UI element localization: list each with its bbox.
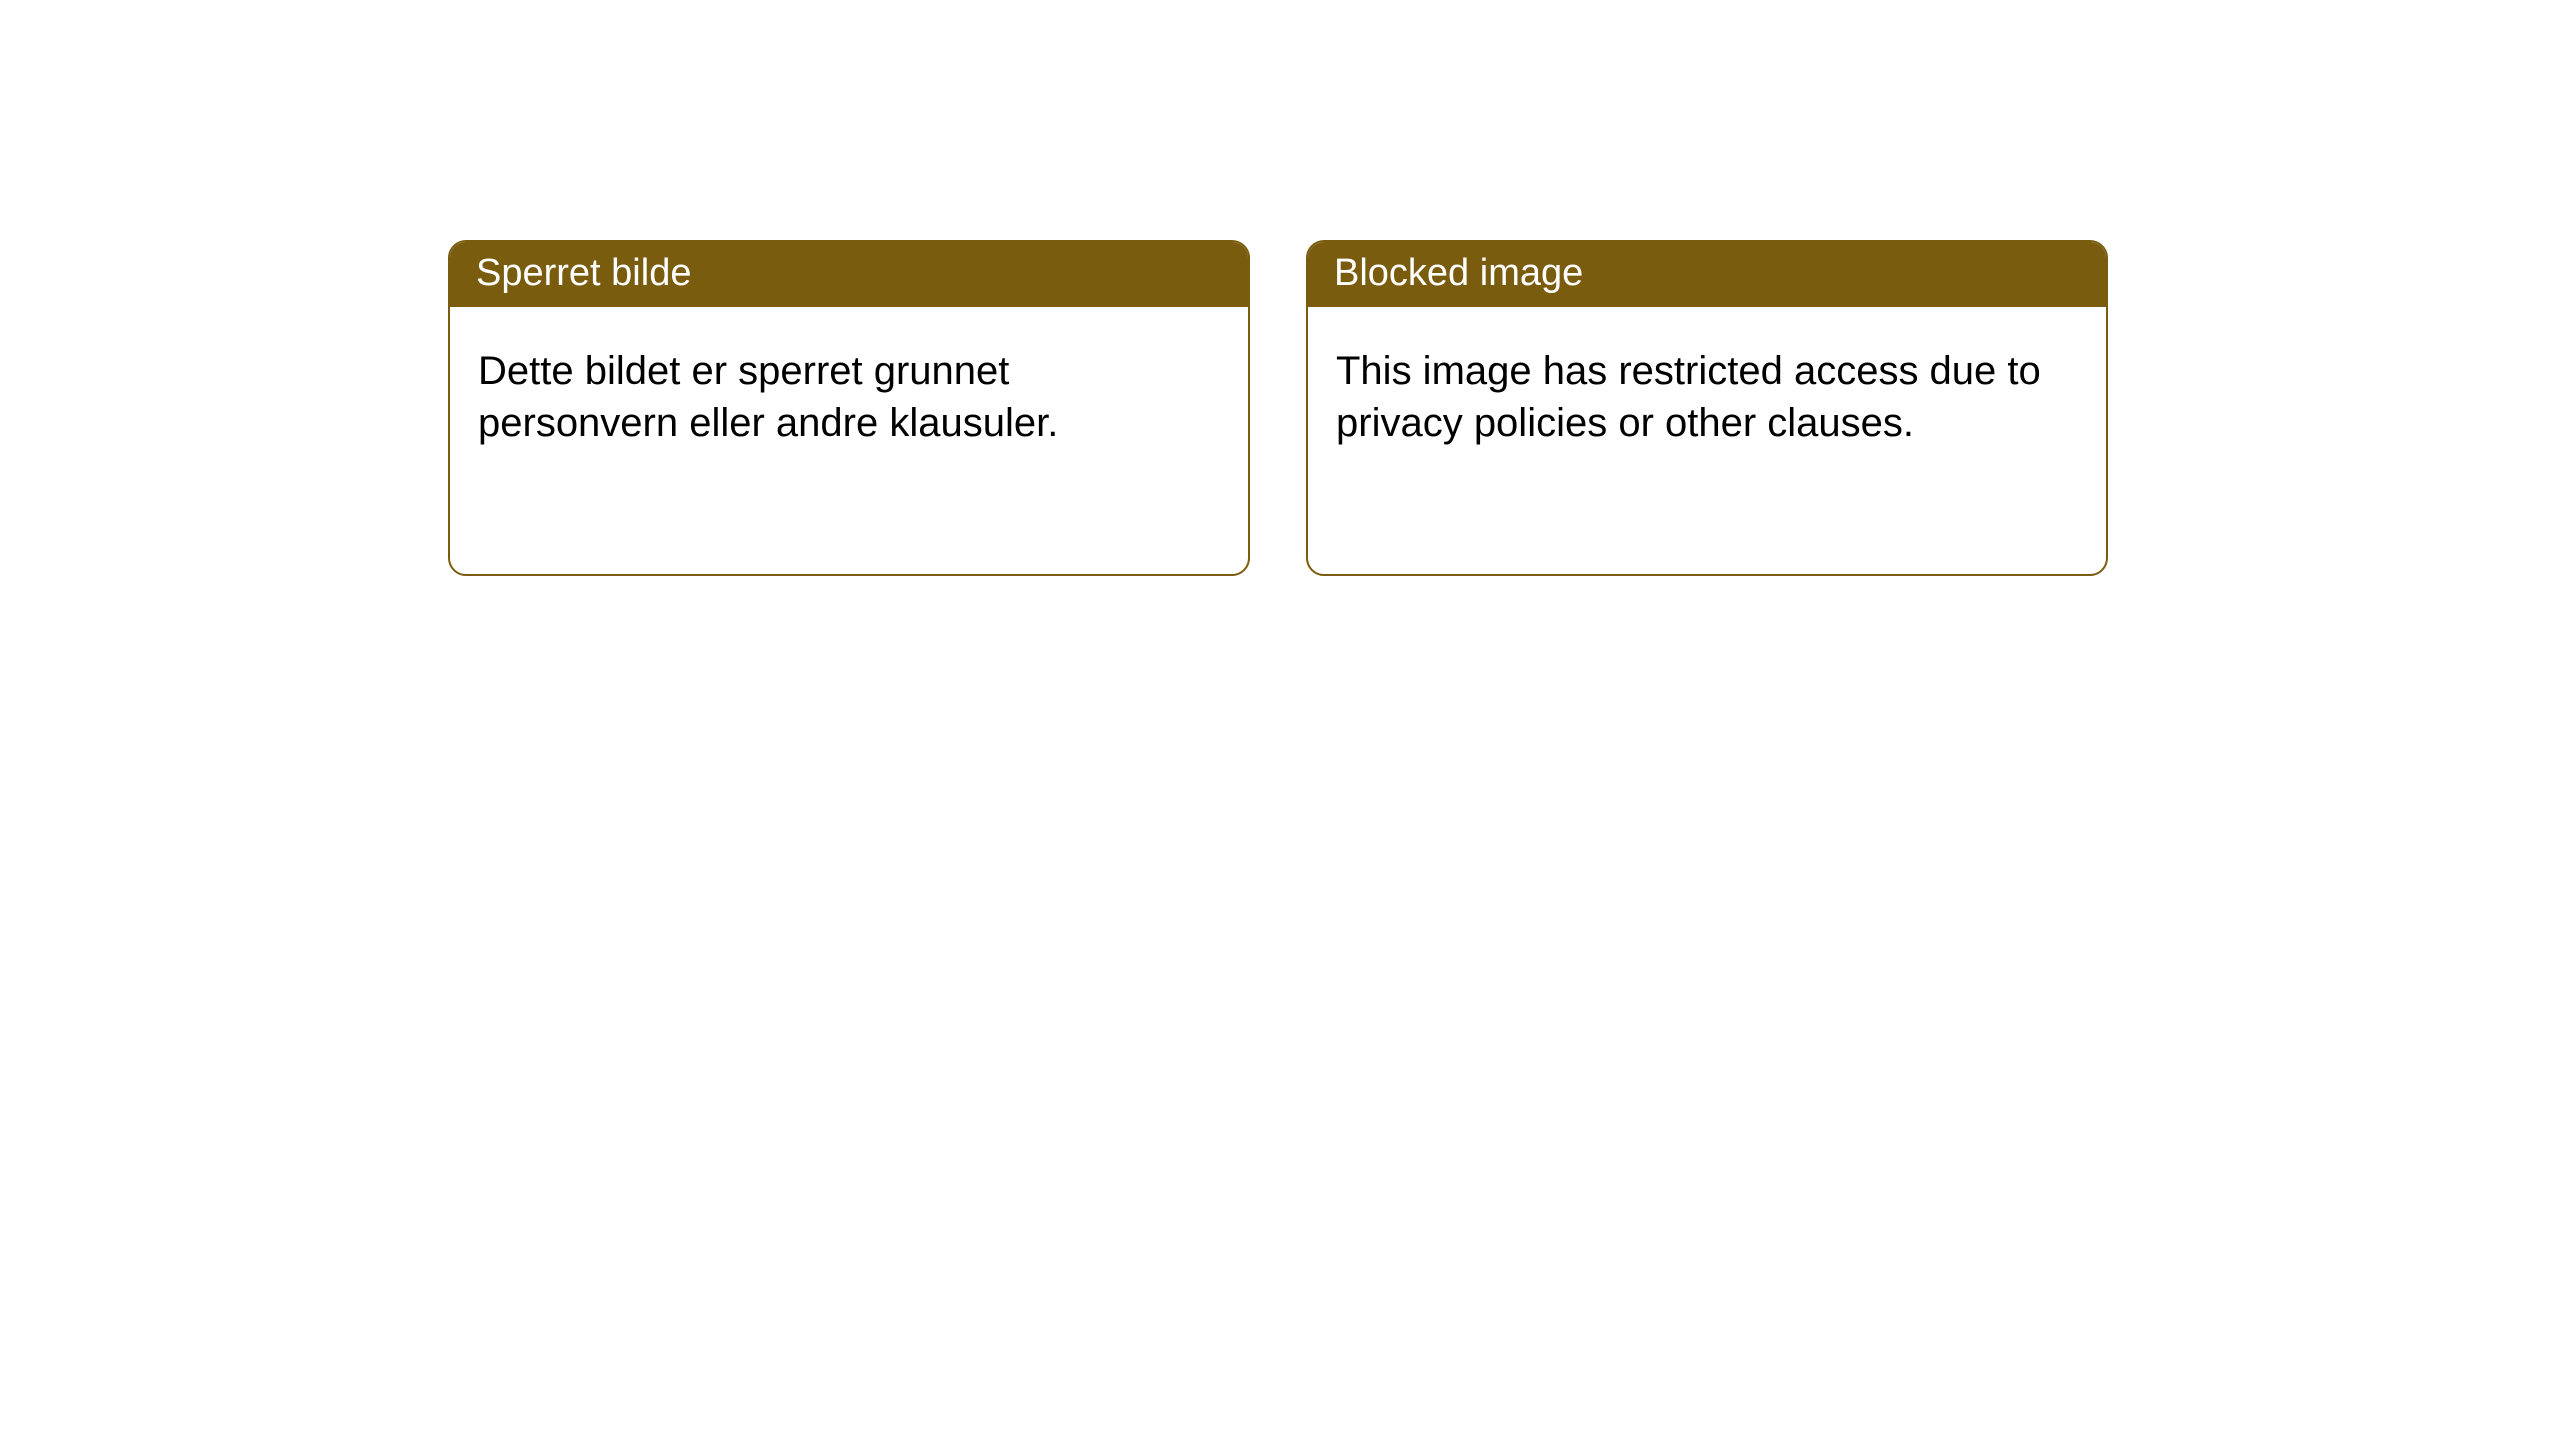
card-body-no: Dette bildet er sperret grunnet personve… — [450, 307, 1248, 487]
blocked-image-card-no: Sperret bilde Dette bildet er sperret gr… — [448, 240, 1250, 576]
blocked-image-card-en: Blocked image This image has restricted … — [1306, 240, 2108, 576]
cards-container: Sperret bilde Dette bildet er sperret gr… — [0, 0, 2560, 576]
card-title-en: Blocked image — [1308, 242, 2106, 307]
card-title-no: Sperret bilde — [450, 242, 1248, 307]
card-body-en: This image has restricted access due to … — [1308, 307, 2106, 487]
